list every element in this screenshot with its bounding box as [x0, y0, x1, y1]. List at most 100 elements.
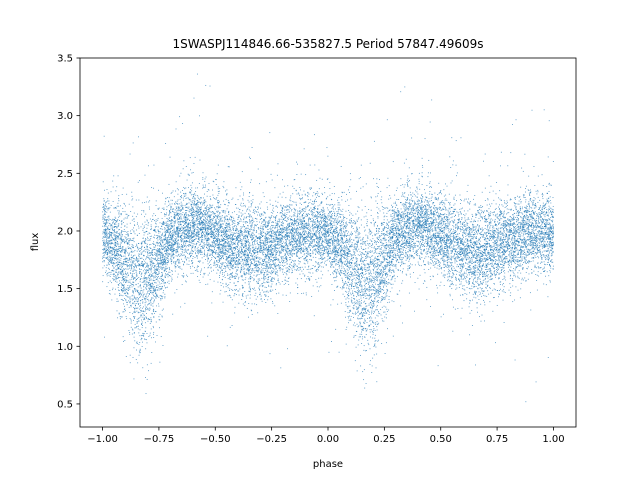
- data-point: [507, 194, 509, 196]
- data-point: [448, 272, 450, 274]
- data-point: [216, 217, 218, 219]
- data-point: [304, 226, 306, 228]
- data-point: [406, 199, 408, 201]
- data-point: [523, 237, 525, 239]
- data-point: [299, 197, 301, 199]
- data-point: [181, 245, 183, 247]
- data-point: [211, 246, 212, 248]
- data-point: [389, 275, 391, 277]
- data-point: [464, 257, 466, 259]
- data-point: [205, 220, 207, 222]
- data-point: [200, 218, 201, 219]
- data-point: [206, 191, 208, 192]
- data-point: [199, 217, 201, 219]
- data-point: [389, 270, 391, 272]
- data-point: [384, 226, 386, 228]
- data-point: [448, 239, 450, 241]
- data-point: [216, 239, 218, 241]
- data-point: [368, 304, 370, 306]
- data-point: [501, 227, 503, 228]
- data-point: [219, 240, 221, 242]
- data-point: [528, 243, 530, 245]
- data-point: [194, 243, 196, 245]
- data-point: [496, 269, 497, 270]
- data-point: [504, 236, 506, 238]
- data-point: [227, 223, 229, 225]
- data-point: [239, 240, 240, 242]
- data-point: [374, 343, 376, 345]
- data-point: [540, 253, 541, 255]
- data-point: [214, 238, 215, 239]
- data-point: [230, 246, 232, 247]
- data-point: [369, 302, 371, 303]
- data-point: [434, 240, 436, 242]
- data-point: [232, 257, 234, 259]
- data-point: [172, 236, 174, 238]
- data-point: [397, 216, 399, 218]
- data-point: [177, 235, 179, 237]
- data-point: [206, 205, 208, 207]
- data-point: [374, 298, 376, 299]
- data-point: [218, 241, 220, 243]
- data-point: [491, 235, 493, 237]
- data-point: [249, 291, 251, 293]
- data-point: [494, 208, 496, 210]
- data-point: [298, 227, 300, 229]
- data-point: [375, 290, 377, 292]
- data-point: [281, 235, 283, 237]
- data-point: [339, 215, 341, 217]
- data-point: [477, 284, 479, 286]
- data-point: [215, 231, 217, 232]
- data-point: [275, 226, 277, 228]
- data-point: [503, 241, 505, 242]
- data-point: [362, 315, 364, 317]
- data-point: [535, 246, 537, 248]
- data-point: [277, 237, 279, 239]
- data-point: [218, 256, 220, 258]
- data-point: [288, 205, 290, 207]
- data-point: [329, 260, 331, 262]
- data-point: [320, 253, 322, 255]
- data-point: [105, 222, 107, 223]
- data-point: [123, 303, 125, 305]
- data-point: [506, 204, 508, 206]
- data-point: [118, 229, 120, 231]
- data-point: [231, 259, 233, 261]
- data-point: [265, 235, 267, 237]
- data-point: [493, 231, 495, 233]
- data-point: [226, 215, 228, 217]
- data-point: [240, 266, 242, 268]
- data-point: [214, 242, 215, 244]
- data-point: [254, 244, 256, 246]
- data-point: [238, 294, 240, 296]
- data-point: [190, 208, 192, 210]
- data-point: [109, 240, 111, 242]
- data-point: [156, 241, 158, 243]
- data-point: [244, 257, 246, 259]
- data-point: [186, 237, 187, 239]
- data-point: [362, 261, 364, 263]
- data-point: [219, 227, 221, 228]
- data-point: [486, 244, 488, 246]
- data-point: [371, 240, 373, 242]
- data-point: [206, 242, 207, 244]
- data-point: [194, 249, 196, 251]
- data-point: [250, 203, 252, 205]
- data-point: [209, 255, 210, 256]
- data-point: [282, 273, 284, 275]
- data-point: [155, 295, 157, 297]
- data-point: [277, 230, 279, 231]
- data-point: [219, 218, 221, 220]
- data-point: [342, 287, 344, 289]
- data-point: [456, 271, 458, 272]
- data-point: [282, 236, 284, 238]
- data-point: [142, 313, 144, 315]
- data-point: [357, 232, 359, 234]
- data-point: [209, 264, 210, 266]
- data-point: [418, 215, 420, 217]
- data-point: [170, 258, 172, 259]
- data-point: [197, 238, 199, 240]
- data-point: [209, 207, 211, 209]
- data-point: [432, 228, 434, 230]
- data-point: [211, 232, 213, 234]
